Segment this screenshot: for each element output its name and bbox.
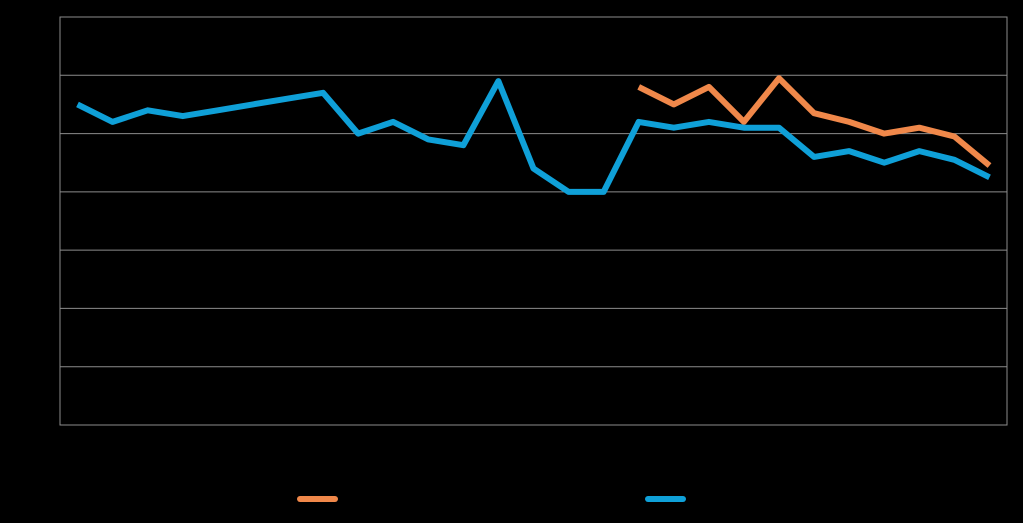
plot-frame — [59, 16, 1008, 426]
series-line — [76, 78, 991, 195]
series-line — [637, 75, 992, 168]
